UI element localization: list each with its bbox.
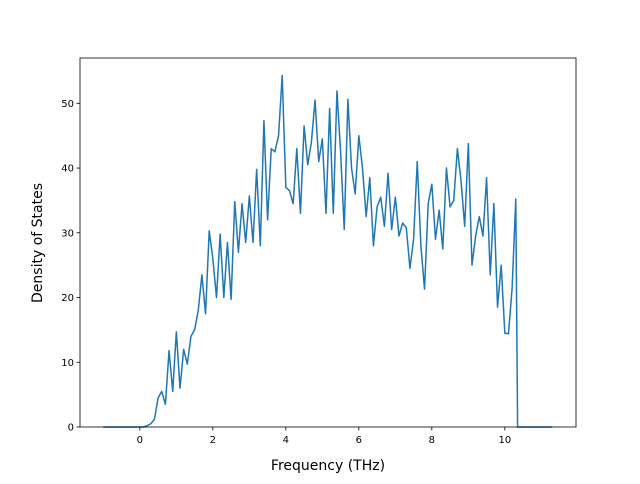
x-tick-label: 0 (137, 435, 143, 446)
y-axis-label: Density of States (30, 183, 46, 303)
y-tick-label: 40 (61, 164, 74, 175)
y-tick-label: 50 (61, 99, 74, 110)
y-tick-label: 30 (61, 228, 74, 239)
x-tick-label: 8 (429, 435, 435, 446)
data-line (103, 74, 553, 428)
y-tick-label: 0 (68, 423, 74, 434)
x-tick-label: 10 (498, 435, 511, 446)
x-tick-label: 4 (283, 435, 289, 446)
y-tick-label: 20 (61, 293, 74, 304)
x-tick-label: 6 (356, 435, 362, 446)
x-tick-label: 2 (210, 435, 216, 446)
plot-frame (79, 57, 577, 428)
x-axis-label: Frequency (THz) (271, 458, 385, 474)
y-tick-label: 10 (61, 358, 74, 369)
